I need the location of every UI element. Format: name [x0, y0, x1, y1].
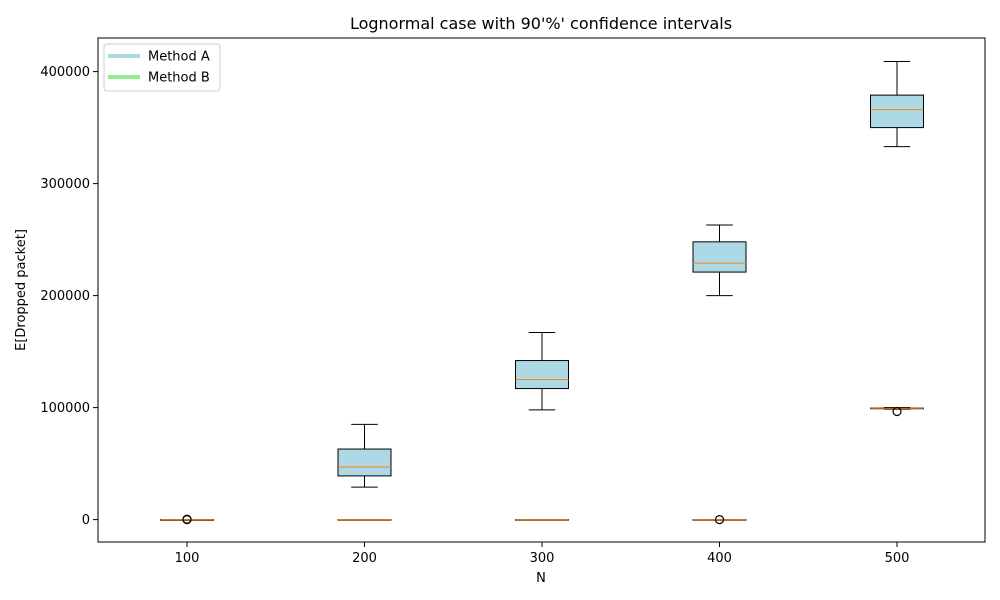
y-tick-label: 300000 — [40, 177, 90, 192]
x-tick-label: 200 — [352, 551, 377, 566]
box-method-a-300 — [515, 332, 569, 411]
box-method-a-200 — [337, 423, 392, 488]
box-body — [870, 94, 924, 129]
box-method-b-500 — [870, 406, 924, 417]
legend-label: Method B — [148, 71, 210, 86]
plot-area — [160, 61, 924, 525]
box-method-b-200 — [337, 519, 392, 521]
box-method-b-300 — [515, 519, 569, 521]
box-method-a-500 — [870, 61, 924, 148]
chart-title: Lognormal case with 90'%' confidence int… — [350, 14, 732, 33]
y-tick-label: 400000 — [40, 65, 90, 80]
box-body — [692, 241, 747, 273]
y-tick-label: 200000 — [40, 289, 90, 304]
box-method-b-100 — [160, 514, 214, 525]
x-tick-label: 500 — [885, 551, 910, 566]
x-axis-label: N — [536, 571, 546, 586]
y-axis-label: E[Dropped packet] — [14, 229, 29, 351]
box-method-a-400 — [692, 224, 747, 297]
y-tick-label: 100000 — [40, 401, 90, 416]
y-tick-label: 0 — [82, 513, 90, 528]
box-body — [515, 360, 569, 390]
legend: Method A Method B — [103, 43, 221, 92]
box-method-b-400 — [692, 514, 747, 525]
outlier-point — [182, 514, 192, 525]
x-tick-label: 400 — [707, 551, 732, 566]
legend-label: Method A — [148, 50, 210, 65]
x-tick-label: 300 — [530, 551, 555, 566]
box-body — [337, 448, 392, 477]
outlier-point — [714, 514, 725, 525]
outlier-point — [892, 406, 902, 417]
x-tick-label: 100 — [175, 551, 200, 566]
